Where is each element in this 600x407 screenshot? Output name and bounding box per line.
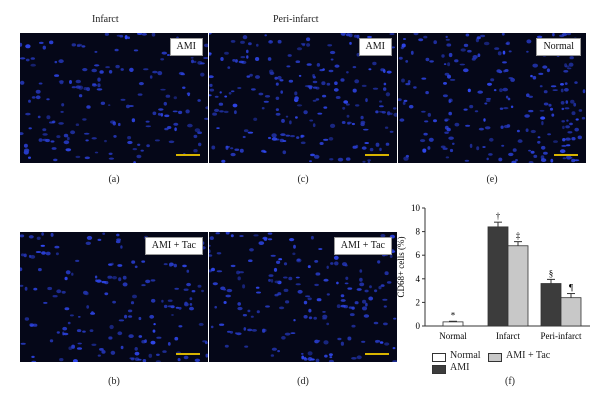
- panel-tag: AMI + Tac: [333, 237, 392, 255]
- micrograph-panel-d: AMI + Tac: [209, 232, 397, 362]
- significance-mark: ‡: [516, 231, 521, 241]
- significance-mark: *: [451, 310, 456, 320]
- caption-c: (c): [297, 174, 309, 185]
- micrograph-panel-e: Normal: [398, 33, 586, 163]
- caption-e: (e): [486, 174, 498, 185]
- micrograph-panel-b: AMI + Tac: [20, 232, 208, 362]
- legend-swatch: [432, 353, 446, 362]
- y-tick-label: 2: [416, 297, 421, 307]
- y-tick-label: 6: [416, 250, 421, 260]
- legend-label: Normal: [450, 350, 481, 361]
- panel-tag: AMI: [169, 38, 203, 56]
- significance-mark: ¶: [569, 283, 573, 293]
- panel-tag: Normal: [536, 38, 581, 56]
- legend-swatch: [432, 365, 446, 374]
- bar-ami-tac-infarct: [507, 245, 529, 327]
- y-tick-label: 8: [416, 227, 421, 237]
- caption-a: (a): [108, 174, 120, 185]
- legend-label: AMI: [450, 362, 470, 373]
- x-tick-label: Infarct: [496, 331, 520, 341]
- x-tick-label: Normal: [439, 331, 467, 341]
- bar-ami-infarct: [487, 226, 509, 327]
- significance-mark: †: [496, 211, 501, 221]
- micrograph-panel-c: AMI: [209, 33, 397, 163]
- y-tick-label: 10: [411, 203, 421, 213]
- legend-swatch: [488, 353, 502, 362]
- panel-tag: AMI + Tac: [144, 237, 203, 255]
- caption-d: (d): [297, 376, 309, 387]
- y-tick-label: 4: [416, 274, 421, 284]
- bar-ami-peri-infarct: [540, 283, 562, 327]
- caption-b: (b): [108, 376, 120, 387]
- heading-infarct: Infarct: [92, 14, 119, 25]
- panel-tag: AMI: [358, 38, 392, 56]
- cd68-bar-chart: CD68+ cells (%) 0 2 4 6 8 10 * † ‡ § ¶ Normal Infa…: [396, 203, 590, 341]
- y-tick-label: 0: [416, 321, 421, 331]
- bars: * † ‡ § ¶: [442, 211, 582, 327]
- bar-normal-normal: [442, 321, 464, 327]
- y-ticks: 0 2 4 6 8 10: [411, 203, 425, 331]
- bar-ami-tac-peri-infarct: [560, 297, 582, 327]
- legend-label: AMI + Tac: [506, 350, 551, 361]
- y-axis-label: CD68+ cells (%): [396, 236, 406, 297]
- significance-mark: §: [549, 268, 554, 278]
- heading-peri-infarct: Peri-infarct: [273, 14, 319, 25]
- caption-f: (f): [505, 376, 515, 387]
- x-tick-label: Peri-infarct: [541, 331, 582, 341]
- micrograph-panel-a: AMI: [20, 33, 208, 163]
- x-tick-labels: Normal Infarct Peri-infarct: [439, 331, 582, 341]
